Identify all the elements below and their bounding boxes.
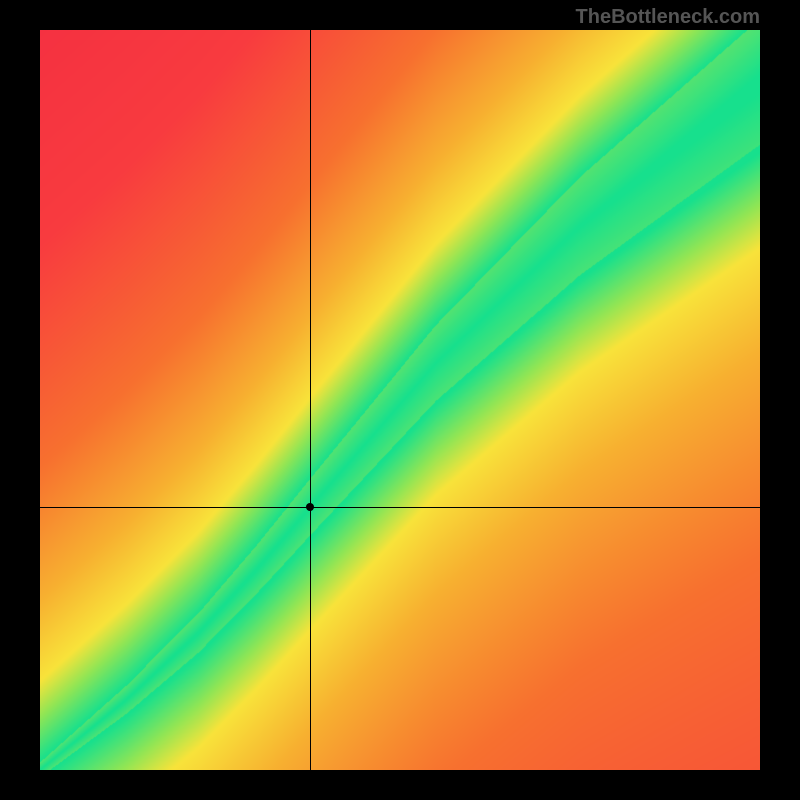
crosshair-vertical bbox=[310, 30, 311, 770]
heatmap-canvas bbox=[40, 30, 760, 770]
crosshair-horizontal bbox=[40, 507, 760, 508]
watermark-text: TheBottleneck.com bbox=[576, 6, 760, 29]
marker-dot bbox=[306, 503, 314, 511]
plot-area bbox=[40, 30, 760, 770]
chart-container: TheBottleneck.com bbox=[0, 0, 800, 800]
